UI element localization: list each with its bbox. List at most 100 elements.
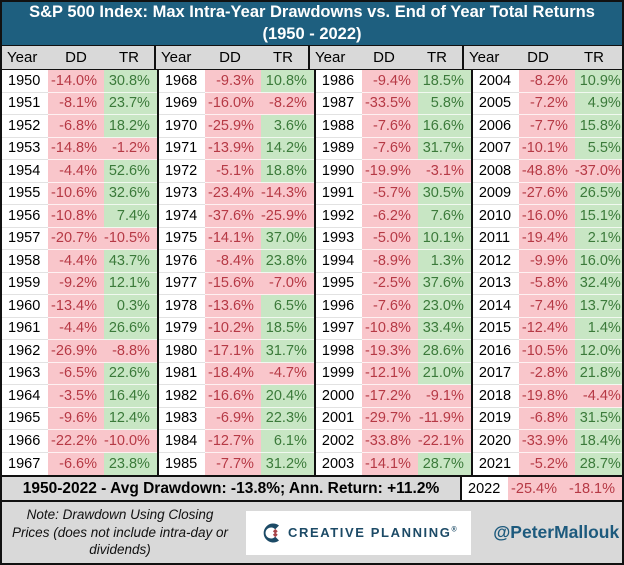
table-row: 1965 -9.6% 12.4% [2,407,157,430]
tr-cell: 43.7% [104,250,157,273]
year-cell: 1956 [2,205,48,228]
dd-cell: -4.4% [48,250,104,273]
year-cell: 1998 [315,340,362,363]
year-cell: 2014 [472,295,519,318]
year-cell: 1984 [158,430,205,453]
tr-cell: 10.1% [417,227,471,250]
tr-cell: 16.0% [574,250,622,273]
table-row: 2012 -9.9% 16.0% [472,250,622,273]
dd-cell: -20.7% [48,227,104,250]
tr-cell: 22.3% [260,407,314,430]
table-row: 2001 -29.7% -11.9% [315,407,471,430]
year-cell: 2009 [472,182,519,205]
year-cell: 1997 [315,317,362,340]
dd-cell: -5.0% [361,227,418,250]
dd-cell: -29.7% [361,407,418,430]
table-row: 2013 -5.8% 32.4% [472,272,622,295]
year-cell: 2018 [472,385,519,408]
table-row: 2017 -2.8% 21.8% [472,362,622,385]
year-cell: 2003 [315,452,362,475]
table-row: 1985 -7.7% 31.2% [158,452,314,475]
tr-cell: 28.6% [417,340,471,363]
table-row: 1987 -33.5% 5.8% [315,92,471,115]
table-row: 1986 -9.4% 18.5% [315,70,471,93]
table-row: 2018 -19.8% -4.4% [472,385,622,408]
tr-cell: 7.6% [417,205,471,228]
dd-cell: -12.1% [361,362,418,385]
tr-cell: 1.3% [417,250,471,273]
year-cell: 1963 [2,362,48,385]
year-cell: 1961 [2,317,48,340]
table-row: 1952 -6.8% 18.2% [2,115,157,138]
dd-cell: -7.6% [361,115,418,138]
year-cell: 1983 [158,407,205,430]
dd-cell: -19.3% [361,340,418,363]
tr-cell: 30.8% [104,70,157,93]
dd-cell: -14.8% [48,137,104,160]
year-cell: 1970 [158,115,205,138]
tr-cell: 31.5% [574,407,622,430]
dd-cell: -14.1% [204,227,261,250]
tr-cell: 14.2% [260,137,314,160]
table-row: 1977 -15.6% -7.0% [158,272,314,295]
table-row: 2016 -10.5% 12.0% [472,340,622,363]
tr-cell: 18.5% [260,317,314,340]
tr-cell: 31.2% [260,452,314,475]
table-row: 1962 -26.9% -8.8% [2,340,157,363]
tr-cell: 23.0% [417,295,471,318]
dd-cell: -10.8% [361,317,418,340]
header-group-4: Year DD TR [464,46,622,69]
table-row: 2009 -27.6% 26.5% [472,182,622,205]
tr-cell: 31.7% [260,340,314,363]
year-cell: 1995 [315,272,362,295]
creative-planning-logo: CREATIVE PLANNING® [246,510,472,555]
tr-cell: 3.6% [260,115,314,138]
year-cell: 1952 [2,115,48,138]
table-row: 2004 -8.2% 10.9% [472,70,622,93]
year-cell: 1953 [2,137,48,160]
table-row: 2000 -17.2% -9.1% [315,385,471,408]
tr-cell: -8.2% [260,92,314,115]
dd-cell: -6.6% [48,452,104,475]
table-row: 2010 -16.0% 15.1% [472,205,622,228]
year-cell: 2000 [315,385,362,408]
table-row: 2019 -6.8% 31.5% [472,407,622,430]
table-row: 1989 -7.6% 31.7% [315,137,471,160]
tr-cell: -4.4% [574,385,622,408]
methodology-note: Note: Drawdown Using Closing Prices (doe… [11,507,229,558]
table-body: 1950 -14.0% 30.8% 1951 -8.1% 23.7% 1952 -6.8% 18… [2,70,622,475]
tr-cell: -37.0% [574,160,622,183]
year-cell: 1993 [315,227,362,250]
tr-cell: 26.5% [574,182,622,205]
tr-cell: 21.8% [574,362,622,385]
dd-cell: -6.2% [361,205,418,228]
dd-cell: -9.4% [361,70,418,93]
tr-cell: 28.7% [574,452,622,475]
table-group-1968-1985: 1968 -9.3% 10.8% 1969 -16.0% -8.2% 1970 -25.9% 3… [158,70,316,475]
tr-cell: 12.1% [104,272,157,295]
dd-cell: -7.7% [204,452,261,475]
year-column-header: Year [7,49,38,66]
dd-cell: -19.8% [518,385,575,408]
dd-cell: -3.5% [48,385,104,408]
table-row: 1991 -5.7% 30.5% [315,182,471,205]
dd-cell: -25.4% [508,477,564,500]
dd-cell: -9.2% [48,272,104,295]
tr-cell: -10.0% [104,430,157,453]
year-cell: 2021 [472,452,519,475]
table-group-2004-2021: 2004 -8.2% 10.9% 2005 -7.2% 4.9% 2006 -7.7% 15.8… [472,70,622,475]
year-cell: 2005 [472,92,519,115]
header-group-2: Year DD TR [156,46,310,69]
table-row: 2007 -10.1% 5.5% [472,137,622,160]
dd-cell: -6.8% [48,115,104,138]
table-row: 1973 -23.4% -14.3% [158,182,314,205]
table-row: 1970 -25.9% 3.6% [158,115,314,138]
tr-cell: -8.8% [104,340,157,363]
table-row: 1959 -9.2% 12.1% [2,272,157,295]
tr-cell: -9.1% [417,385,471,408]
year-cell: 1988 [315,115,362,138]
tr-cell: -25.9% [260,205,314,228]
dd-cell: -25.9% [204,115,261,138]
tr-cell: 0.3% [104,295,157,318]
